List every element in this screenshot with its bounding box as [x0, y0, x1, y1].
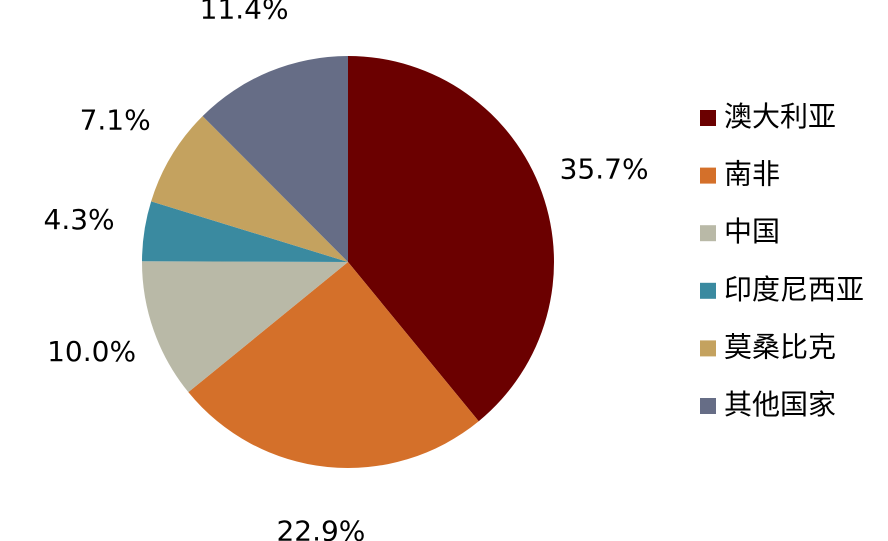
data-label: 22.9% — [276, 515, 365, 541]
legend-label: 莫桑比克 — [724, 330, 836, 363]
legend-label: 中国 — [724, 215, 780, 248]
data-label: 10.0% — [47, 335, 136, 368]
pie-slice — [151, 116, 348, 263]
data-label: 7.1% — [80, 103, 151, 136]
data-label: 11.4% — [200, 0, 289, 26]
legend-label: 南非 — [724, 158, 780, 191]
legend-label: 澳大利亚 — [724, 100, 836, 133]
pie-slice — [188, 262, 479, 468]
legend-swatch — [700, 167, 716, 184]
pie-slice — [142, 261, 348, 393]
data-label: 35.7% — [560, 152, 649, 185]
pie-slice — [348, 56, 554, 422]
pie-slice — [202, 55, 348, 262]
data-label: 4.3% — [44, 203, 115, 236]
legend-swatch — [700, 282, 716, 299]
legend-label: 其他国家 — [724, 388, 836, 421]
pie-slice — [142, 201, 348, 262]
legend-swatch — [700, 110, 716, 126]
legend-label: 印度尼西亚 — [724, 273, 864, 306]
legend-swatch — [700, 225, 716, 242]
legend-swatch — [700, 340, 716, 357]
legend-swatch — [700, 398, 716, 414]
